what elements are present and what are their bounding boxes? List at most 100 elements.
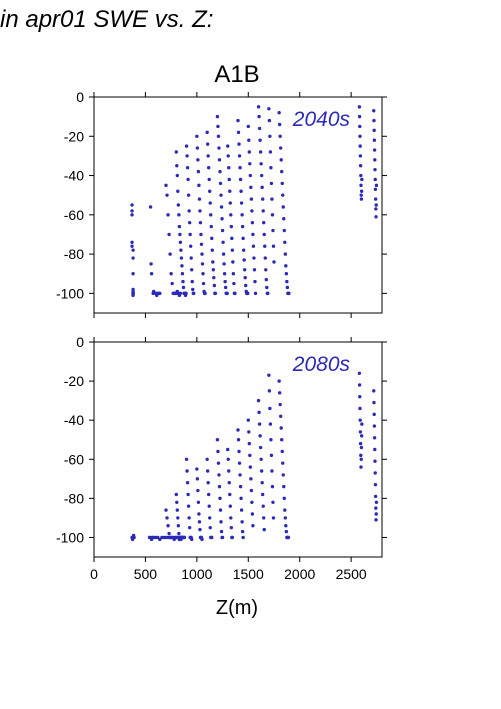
data-point (231, 260, 235, 264)
data-point (373, 158, 377, 162)
data-point (211, 268, 216, 272)
y-tick-label: -20 (64, 373, 84, 389)
data-point (267, 373, 271, 377)
data-point (212, 283, 217, 288)
panel-2080s: 0 -20 -40 -60 -80 -100 0 500 1000 1500 2000 2500 208… (56, 334, 387, 582)
data-point (359, 434, 364, 438)
data-point (210, 248, 214, 252)
data-point (218, 496, 222, 501)
data-point (251, 232, 255, 237)
data-point (373, 187, 378, 191)
data-point (246, 418, 250, 422)
data-point (166, 213, 170, 217)
data-point (270, 469, 274, 473)
data-point (241, 248, 246, 252)
data-point (200, 262, 205, 266)
data-point (200, 252, 204, 256)
data-point (197, 520, 202, 524)
data-point (226, 144, 230, 148)
data-point (167, 232, 171, 237)
data-point (247, 441, 252, 446)
data-point (216, 461, 221, 465)
data-point (270, 213, 275, 217)
data-point (374, 207, 378, 211)
data-point (248, 453, 252, 458)
data-point (232, 281, 236, 286)
data-point (359, 189, 364, 193)
data-point (229, 224, 234, 229)
data-point (177, 531, 181, 536)
data-point (257, 126, 262, 131)
data-point (260, 185, 264, 190)
data-point (358, 164, 363, 168)
data-point (195, 134, 199, 138)
y-tick-label: -100 (56, 529, 84, 545)
data-point (258, 434, 262, 438)
data-point (280, 449, 284, 454)
data-point (185, 469, 189, 473)
data-point (374, 203, 378, 207)
data-point (217, 484, 222, 489)
data-point (174, 150, 178, 154)
data-point (258, 138, 262, 142)
data-point (278, 134, 282, 138)
data-point (180, 264, 184, 268)
data-point (359, 445, 364, 450)
data-point (280, 438, 284, 442)
data-point (284, 272, 289, 276)
data-point (196, 488, 200, 493)
x-axis-label: Z(m) (216, 597, 258, 619)
data-point (185, 481, 190, 485)
data-point (239, 508, 244, 512)
data-point (208, 201, 212, 205)
data-point (184, 291, 188, 296)
data-point (168, 252, 172, 256)
data-point (207, 177, 211, 182)
data-point (281, 205, 285, 209)
data-point (282, 496, 286, 501)
data-point (248, 162, 252, 166)
x-tick-label: 0 (90, 566, 98, 582)
data-point (188, 232, 192, 237)
data-point (176, 524, 181, 528)
data-point (198, 220, 203, 225)
data-point (241, 535, 245, 540)
data-point (246, 291, 250, 296)
data-point (271, 500, 275, 504)
data-point (207, 504, 211, 508)
data-point (358, 144, 362, 148)
data-point (226, 447, 230, 452)
data-point (359, 197, 364, 201)
y-tick-label: -100 (56, 285, 84, 301)
data-point (359, 193, 363, 197)
data-point (253, 291, 258, 296)
data-point (280, 169, 284, 174)
data-point (373, 459, 377, 463)
data-point (131, 256, 135, 260)
data-point (246, 124, 250, 129)
data-point (372, 412, 376, 417)
data-point (219, 529, 224, 534)
scenario-title: A1B (214, 61, 259, 88)
data-point (130, 244, 134, 248)
data-point (131, 272, 135, 276)
data-point (256, 398, 261, 403)
data-point (357, 383, 362, 387)
data-point (226, 154, 230, 158)
y-tick-label: 0 (76, 89, 84, 105)
data-point (267, 389, 272, 393)
data-point (372, 148, 377, 152)
data-point (236, 428, 240, 432)
data-point (260, 492, 265, 497)
data-point (374, 500, 379, 504)
x-tick-label: 2000 (284, 566, 315, 582)
data-point (265, 285, 269, 290)
data-point (186, 492, 190, 497)
data-point (373, 177, 377, 182)
data-point (374, 506, 378, 510)
data-point (249, 488, 254, 493)
data-point (359, 465, 363, 469)
data-point (259, 469, 264, 473)
data-point (280, 181, 284, 186)
data-point (229, 525, 234, 530)
